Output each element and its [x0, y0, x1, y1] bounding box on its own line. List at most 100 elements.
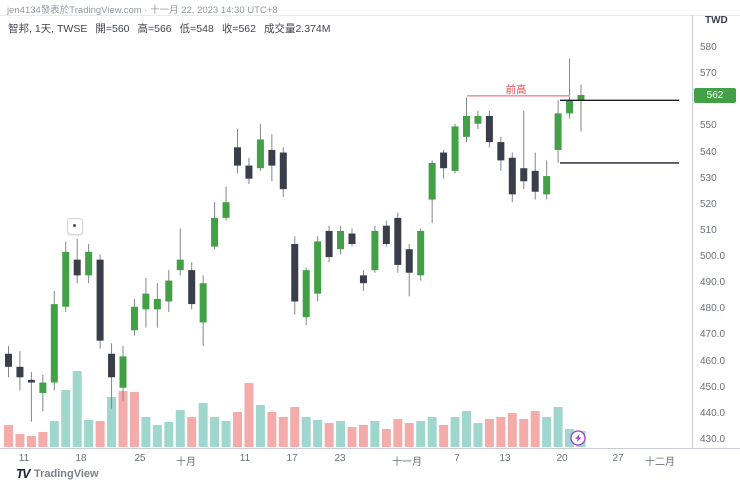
volume-bar [84, 420, 94, 447]
event-marker-chip[interactable] [67, 218, 83, 235]
price-tick: 550 [700, 120, 717, 132]
volume-bar [347, 427, 357, 447]
candle-up [119, 356, 127, 388]
time-tick: 十二月 [645, 457, 675, 468]
lightning-icon [575, 433, 582, 443]
time-tick: 27 [612, 453, 624, 464]
candle-down [234, 147, 241, 166]
time-tick: 十月 [176, 457, 196, 468]
volume-bar [267, 412, 277, 447]
price-tick: 510 [700, 224, 717, 236]
candle-down [325, 230, 333, 258]
time-tick: 18 [75, 453, 87, 464]
volume-bar [404, 423, 414, 447]
volume-bar [462, 411, 471, 447]
volume-bar [38, 432, 48, 447]
volume-bar [233, 412, 242, 447]
candle-up [176, 259, 184, 271]
price-tick: 450.0 [700, 381, 726, 393]
attribution-text: jen4134發表於TradingView.com · 十一月 22, 2023… [7, 5, 278, 16]
candle-down [96, 259, 104, 341]
candle-up [451, 126, 459, 171]
candle-down [16, 366, 24, 378]
time-tick: 25 [134, 453, 146, 464]
volume-bar [393, 419, 403, 447]
candle-up [543, 176, 551, 195]
candle-down [394, 217, 402, 265]
volume-bar [519, 419, 529, 447]
tradingview-branding[interactable]: TV TradingView [16, 467, 99, 481]
volume-bar [118, 391, 128, 447]
candle-up [199, 283, 207, 323]
volume-bar [427, 417, 437, 447]
volume-bar [278, 417, 288, 447]
candle-down [348, 233, 356, 244]
candle-up [566, 100, 574, 114]
volume-bar [416, 421, 426, 447]
volume-bar [4, 425, 13, 447]
time-tick: 20 [556, 453, 568, 464]
ohlc-low: 低=548 [179, 23, 214, 35]
volume-bar [542, 417, 552, 447]
volume-bar [95, 421, 105, 447]
candle-up [302, 270, 310, 318]
symbol-legend[interactable]: 智邦, 1天, TWSE 開=560 高=566 低=548 收=562 成交量2.374… [8, 21, 339, 36]
volume-bar [175, 410, 185, 447]
ohlc-high: 高=566 [137, 23, 172, 35]
volume-bar [301, 417, 311, 447]
volume-bar [381, 429, 391, 447]
candle-up [463, 115, 470, 137]
candle-up [371, 230, 379, 271]
volume-bar [210, 417, 220, 447]
tradingview-logo-icon: TV [16, 467, 30, 481]
volume-bar [141, 417, 151, 447]
last-price-badge: 562 [694, 87, 736, 103]
price-tick: 490.0 [700, 277, 726, 289]
volume-bar [313, 420, 323, 447]
candle-up [142, 293, 150, 310]
volume-bar [507, 413, 517, 447]
volume-bar [336, 421, 346, 447]
candle-up [165, 280, 173, 302]
volume-bar [26, 436, 36, 447]
candle-up [256, 139, 264, 169]
time-tick: 11 [239, 453, 251, 464]
candle-down [508, 157, 516, 195]
volume-bar [370, 421, 380, 447]
time-tick: 13 [499, 453, 511, 464]
candle-down [440, 152, 448, 169]
currency-label: TWD [705, 15, 728, 26]
candle-up [577, 95, 585, 101]
ohlc-close: 收=562 [221, 23, 256, 35]
volume-bar [244, 383, 254, 447]
volume-bar [49, 421, 59, 447]
volume-bar [553, 407, 563, 447]
candle-up [474, 115, 482, 124]
candle-up [417, 230, 425, 276]
symbol-title: 智邦, 1天, TWSE [8, 23, 88, 35]
volume-bar [187, 417, 197, 447]
price-tick: 580 [700, 42, 717, 53]
ohlc-open: 開=560 [95, 23, 130, 35]
candle-up [222, 202, 230, 218]
candle-up [85, 251, 93, 276]
price-tick: 500.0 [700, 251, 726, 263]
candle-up [39, 382, 47, 393]
candle-down [531, 170, 539, 192]
price-tick: 470.0 [700, 329, 726, 341]
volume-bar [221, 421, 231, 447]
price-tick: 460.0 [700, 355, 726, 367]
candle-up [153, 298, 161, 310]
candle-up [337, 230, 345, 250]
volume-bar [496, 417, 506, 447]
volume-bar [129, 392, 139, 447]
prev-high-annotation-label[interactable]: 前高 [505, 83, 527, 96]
candle-up [62, 251, 70, 307]
volume-bar [61, 390, 71, 447]
candle-down [485, 115, 493, 143]
time-tick: 17 [286, 453, 298, 464]
time-tick: 11 [18, 453, 30, 464]
candle-down [382, 225, 390, 244]
